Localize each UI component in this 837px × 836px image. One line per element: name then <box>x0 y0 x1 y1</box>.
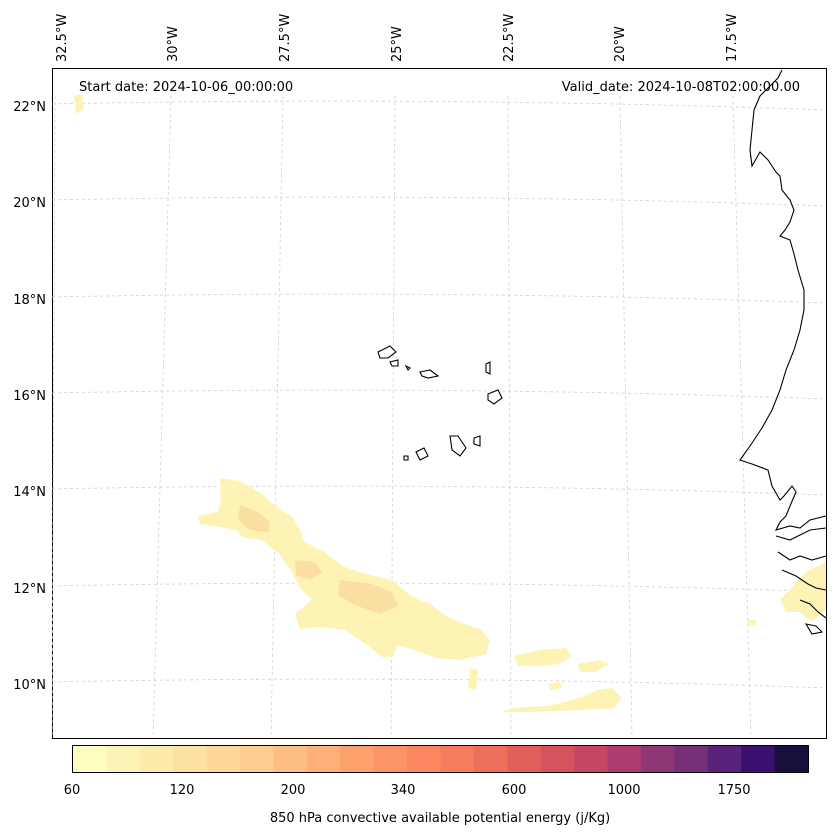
colorbar-tick-label: 200 <box>281 783 306 798</box>
cape-region-east-4 <box>502 688 622 712</box>
colorbar-segment <box>507 746 542 772</box>
colorbar-segment <box>407 746 442 772</box>
island-sao-vicente <box>389 359 399 367</box>
cape-field <box>74 94 826 712</box>
cape-region-inner-3 <box>338 580 398 614</box>
lat-label: 20°N <box>13 196 46 211</box>
island-maio <box>473 435 481 447</box>
colorbar-title: 850 hPa convective available potential e… <box>270 811 610 826</box>
cape-region-east-1 <box>514 648 572 666</box>
cape-region-inner-1 <box>238 505 270 532</box>
colorbar <box>73 746 809 772</box>
colorbar-segment <box>373 746 408 772</box>
colorbar-ticks: 60 120 200 340 600 1000 1750 <box>64 783 751 798</box>
cape-verde-islands <box>377 345 503 461</box>
colorbar-segment <box>574 746 609 772</box>
bijagos-islands <box>799 599 827 619</box>
lat-label: 10°N <box>13 678 46 693</box>
colorbar-segment <box>707 746 742 772</box>
lat-label: 14°N <box>13 485 46 500</box>
cape-region-coast-small <box>748 620 756 625</box>
colorbar-segment <box>173 746 208 772</box>
africa-coastline <box>739 69 827 531</box>
lon-label: 30°W <box>166 26 181 62</box>
colorbar-segment <box>106 746 141 772</box>
colorbar-tick-label: 340 <box>391 783 416 798</box>
cape-region-east-2 <box>578 660 609 672</box>
guinea-islands-2 <box>804 623 824 635</box>
latitude-labels: 22°N 20°N 18°N 16°N 14°N 12°N 10°N <box>13 100 46 693</box>
colorbar-segment <box>440 746 475 772</box>
lon-label: 17.5°W <box>725 14 740 62</box>
colorbar-segment <box>741 746 776 772</box>
island-santiago <box>449 435 467 457</box>
colorbar-segment <box>473 746 508 772</box>
colorbar-tick-label: 120 <box>170 783 195 798</box>
colorbar-tick-label: 600 <box>502 783 527 798</box>
cape-region-nw <box>74 94 84 114</box>
lon-label: 27.5°W <box>278 14 293 62</box>
colorbar-segment <box>640 746 675 772</box>
cape-region-east-3 <box>468 668 478 690</box>
colorbar-segment <box>306 746 341 772</box>
gambia-coast <box>775 527 827 541</box>
cape-region-main <box>198 478 490 660</box>
lon-label: 20°W <box>613 26 628 62</box>
guinea-bissau-coast <box>777 551 827 561</box>
lon-label: 25°W <box>390 26 405 62</box>
lat-label: 22°N <box>13 100 46 115</box>
lat-label: 18°N <box>13 293 46 308</box>
colorbar-tick-label: 60 <box>64 783 81 798</box>
colorbar-segment <box>139 746 174 772</box>
start-date-label: Start date: 2024-10-06_00:00:00 <box>79 80 293 95</box>
lon-label: 32.5°W <box>55 14 70 62</box>
colorbar-tick-label: 1750 <box>717 783 750 798</box>
island-santo-antao <box>377 345 397 359</box>
colorbar-segment <box>607 746 642 772</box>
colorbar-segment <box>73 746 108 772</box>
colorbar-segment <box>674 746 709 772</box>
guinea-coast-islands <box>781 569 827 591</box>
colorbar-tick-label: 1000 <box>607 783 640 798</box>
cape-region-inner-2 <box>295 560 322 580</box>
colorbar-segment <box>273 746 308 772</box>
colorbar-segment <box>774 746 809 772</box>
colorbar-frame <box>72 745 809 773</box>
island-sao-nicolau <box>419 369 440 379</box>
island-santa-luzia <box>404 364 411 371</box>
lat-label: 12°N <box>13 582 46 597</box>
island-brava <box>403 455 409 461</box>
colorbar-segment <box>340 746 375 772</box>
cape-region-east-5 <box>548 682 562 690</box>
colorbar-segment <box>540 746 575 772</box>
cape-region-coast <box>780 562 826 622</box>
lon-label: 22.5°W <box>502 14 517 62</box>
island-sal <box>485 361 491 375</box>
colorbar-segment <box>206 746 241 772</box>
colorbar-segment <box>240 746 275 772</box>
island-boa-vista <box>487 389 503 405</box>
island-fogo <box>415 447 429 461</box>
longitude-labels: 32.5°W 30°W 27.5°W 25°W 22.5°W 20°W 17.5… <box>55 14 740 62</box>
lat-label: 16°N <box>13 389 46 404</box>
valid-date-label: Valid_date: 2024-10-08T02:00:00.00 <box>562 80 800 95</box>
coastline <box>739 69 827 635</box>
